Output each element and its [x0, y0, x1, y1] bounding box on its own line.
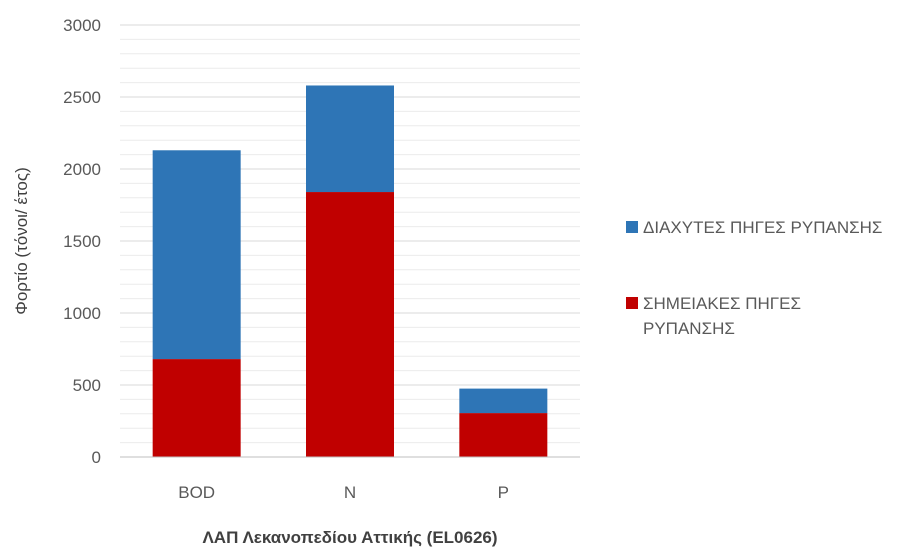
y-tick-label: 2000	[63, 160, 101, 179]
bar-segment	[459, 388, 548, 414]
y-tick-label: 500	[73, 376, 101, 395]
legend-label: ΣΗΜΕΙΑΚΕΣ ΠΗΓΕΣ	[643, 294, 801, 313]
x-tick-label: BOD	[178, 483, 215, 502]
bar-segment	[306, 192, 394, 458]
y-tick-label: 3000	[63, 16, 101, 35]
legend-entry[interactable]: ΣΗΜΕΙΑΚΕΣ ΠΗΓΕΣ ΡΥΠΑΝΣΗΣ	[626, 294, 801, 338]
x-axis-tick-labels: BOD N P	[178, 483, 509, 502]
y-tick-label: 1000	[63, 304, 101, 323]
x-tick-label: N	[344, 483, 356, 502]
bar-segment	[459, 413, 548, 457]
legend-swatch	[626, 297, 638, 309]
y-tick-label: 1500	[63, 232, 101, 251]
y-tick-label: 0	[92, 448, 101, 467]
x-tick-label: P	[498, 483, 509, 502]
bars	[152, 85, 548, 458]
legend-entry[interactable]: ΔΙΑΧΥΤΕΣ ΠΗΓΕΣ ΡΥΠΑΝΣΗΣ	[626, 218, 882, 237]
y-axis-title: Φορτίο (τόνοι/ έτος)	[12, 167, 31, 315]
legend[interactable]: ΔΙΑΧΥΤΕΣ ΠΗΓΕΣ ΡΥΠΑΝΣΗΣ ΣΗΜΕΙΑΚΕΣ ΠΗΓΕΣ ΡΥ…	[626, 218, 882, 338]
bar-segment	[152, 150, 241, 360]
legend-label: ΡΥΠΑΝΣΗΣ	[643, 319, 735, 338]
y-axis-tick-labels: 0 500 1000 1500 2000 2500 3000	[63, 16, 101, 467]
bar-segment	[152, 359, 241, 457]
legend-swatch	[626, 221, 638, 233]
y-tick-label: 2500	[63, 88, 101, 107]
bar-segment	[306, 85, 394, 193]
legend-label: ΔΙΑΧΥΤΕΣ ΠΗΓΕΣ ΡΥΠΑΝΣΗΣ	[643, 218, 882, 237]
x-axis-title: ΛΑΠ Λεκανοπεδίου Αττικής (EL0626)	[202, 528, 497, 547]
